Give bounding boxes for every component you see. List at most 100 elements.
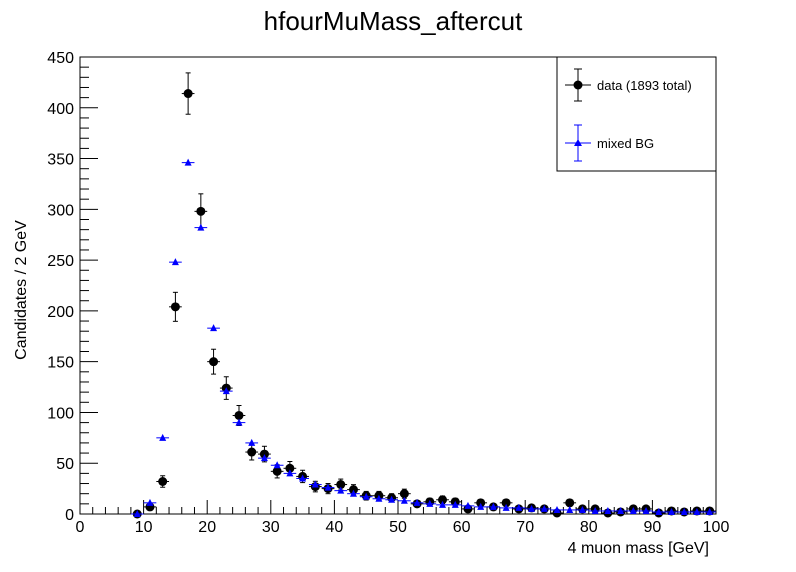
x-tick-label: 40: [326, 519, 344, 536]
data-point: [359, 492, 373, 500]
data-point: [398, 488, 411, 499]
triangle-marker: [324, 483, 332, 491]
data-point: [181, 72, 195, 115]
axis-ticks: [79, 56, 717, 515]
triangle-marker: [171, 258, 179, 266]
circle-marker: [209, 357, 219, 367]
triangle-marker: [273, 461, 281, 469]
triangle-marker: [642, 506, 650, 514]
data-point: [652, 507, 666, 515]
data-point: [169, 258, 182, 266]
legend: data (1893 total) mixed BG: [556, 56, 717, 172]
data-point: [194, 223, 208, 231]
data-point: [601, 506, 615, 514]
triangle-marker: [693, 507, 701, 515]
series-layer: [130, 72, 716, 519]
triangle-marker: [515, 503, 523, 511]
x-tick-label: 0: [76, 519, 85, 536]
triangle-marker: [159, 433, 167, 441]
circle-marker: [170, 302, 180, 312]
triangle-marker: [706, 507, 714, 515]
data-point: [677, 507, 691, 515]
data-point: [576, 505, 589, 513]
data-point: [512, 503, 526, 511]
triangle-marker: [502, 503, 510, 511]
x-tick-label: 60: [453, 519, 471, 536]
triangle-marker: [439, 500, 447, 508]
circle-marker: [285, 463, 295, 473]
circle-marker: [183, 89, 193, 99]
data-point: [436, 495, 449, 505]
triangle-marker: [413, 498, 421, 506]
x-tick-label: 20: [198, 519, 216, 536]
triangle-marker: [528, 504, 536, 512]
x-tick-labels: 0 10 20 30 40 50 60 70 80 90 100: [76, 519, 730, 536]
data-point: [258, 454, 271, 462]
y-tick-label: 100: [47, 405, 74, 422]
data-point: [499, 498, 513, 508]
x-tick-label: 10: [135, 519, 153, 536]
circle-marker: [501, 498, 511, 508]
data-point: [474, 502, 488, 510]
data-point: [334, 486, 348, 494]
data-point: [321, 483, 335, 491]
triangle-marker: [388, 495, 396, 503]
y-tick-labels: 0 50 100 150 200 250 300 350 400 450: [47, 50, 74, 524]
x-tick-label: 50: [389, 519, 407, 536]
legend-mixed-bg-marker: [565, 124, 591, 162]
data-point: [308, 480, 322, 488]
triangle-marker: [400, 496, 408, 504]
triangle-marker: [451, 500, 459, 508]
data-point: [525, 504, 538, 512]
triangle-marker: [222, 387, 230, 395]
triangle-marker: [337, 486, 345, 494]
y-tick-label: 350: [47, 152, 74, 169]
data-point: [296, 474, 309, 482]
triangle-marker: [591, 506, 599, 514]
triangle-marker: [349, 489, 357, 497]
data-point: [499, 503, 513, 511]
legend-label-data: data (1893 total): [597, 78, 692, 93]
data-point: [207, 324, 220, 332]
circle-marker: [565, 498, 575, 508]
circle-marker: [336, 480, 346, 490]
data-point: [665, 507, 678, 515]
data-point: [347, 489, 360, 497]
y-tick-label: 450: [47, 50, 74, 67]
data-point: [270, 461, 284, 469]
data-point: [169, 291, 182, 322]
y-tick-label: 200: [47, 304, 74, 321]
legend-circle-icon: [573, 80, 583, 90]
y-tick-label: 150: [47, 355, 74, 372]
circle-marker: [259, 449, 269, 459]
triangle-marker: [248, 438, 256, 446]
triangle-marker: [489, 502, 497, 510]
data-point: [283, 469, 297, 477]
circle-marker: [476, 498, 486, 508]
x-axis-label: 4 muon mass [GeV]: [568, 540, 709, 557]
triangle-marker: [426, 499, 434, 507]
data-point: [207, 348, 220, 375]
y-tick-label: 300: [47, 202, 74, 219]
y-tick-label: 0: [65, 507, 74, 524]
triangle-marker: [197, 223, 205, 231]
circle-marker: [158, 477, 168, 487]
triangle-marker: [184, 158, 192, 166]
data-point: [626, 506, 640, 514]
x-tick-label: 30: [262, 519, 280, 536]
y-tick-label: 250: [47, 253, 74, 270]
triangle-marker: [286, 469, 294, 477]
data-point: [232, 418, 246, 426]
data-point: [639, 506, 653, 514]
data-point: [156, 475, 170, 488]
y-tick-label: 50: [56, 456, 74, 473]
data-point: [270, 464, 284, 479]
legend-data-marker: [565, 68, 591, 102]
data-point: [181, 158, 195, 166]
data-point: [703, 507, 716, 515]
legend-box: [556, 56, 717, 172]
series-mixed-bg: [130, 158, 716, 517]
data-point: [143, 498, 157, 506]
x-tick-label: 100: [703, 519, 730, 536]
triangle-marker: [464, 501, 472, 509]
